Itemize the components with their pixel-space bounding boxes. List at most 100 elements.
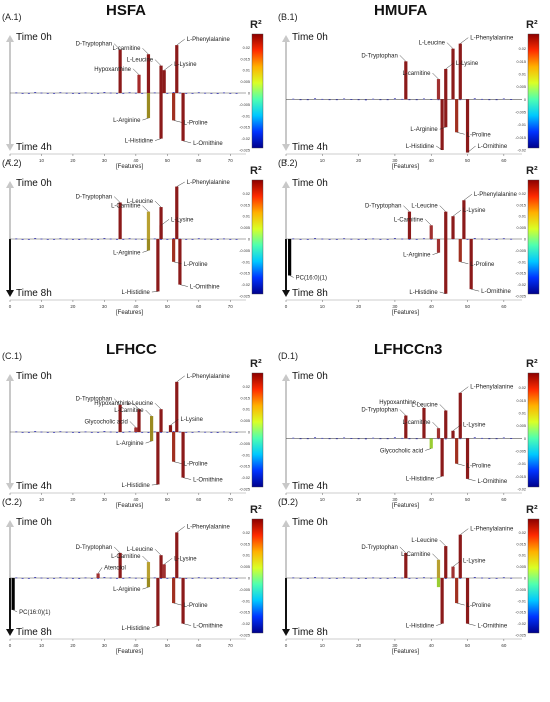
noise-bar-b-1 xyxy=(379,99,382,101)
noise-bar-c-2 xyxy=(172,577,175,578)
noise-bar-b-2 xyxy=(343,238,346,240)
leader-b-2-3 xyxy=(439,205,446,212)
noise-bar-c-1 xyxy=(34,431,37,432)
noise-bar-a-1 xyxy=(21,93,24,94)
bar-b-2-6 xyxy=(444,239,448,294)
noise-bar-d-1 xyxy=(459,438,462,440)
bar-d-2-6 xyxy=(458,534,462,578)
noise-bar-c-1 xyxy=(197,431,200,433)
noise-bar-a-1 xyxy=(153,92,156,94)
leader-a-1-3 xyxy=(142,117,149,121)
x-tick-label-b-2: 50 xyxy=(465,304,471,309)
leader-d-1-2 xyxy=(432,422,439,429)
y-tick-label-a-1: -0.025 xyxy=(239,149,250,153)
x-axis-label-a-1: [Features] xyxy=(116,164,144,170)
noise-bar-a-2 xyxy=(197,238,200,240)
noise-bar-b-2 xyxy=(510,238,513,240)
x-tick-label-d-1: 40 xyxy=(429,497,435,502)
bar-d-1-5 xyxy=(440,438,444,477)
noise-bar-a-1 xyxy=(40,92,43,94)
bar-a-2-1 xyxy=(146,211,151,239)
noise-bar-c-1 xyxy=(15,431,18,433)
noise-bar-a-1 xyxy=(185,93,188,94)
noise-bar-d-2 xyxy=(415,578,418,579)
leader-a-2-5 xyxy=(151,291,158,293)
noise-bar-b-1 xyxy=(321,98,324,100)
y-tick-label-c-2: 0.005 xyxy=(240,565,250,569)
y-tick-label-c-2: -0.005 xyxy=(239,588,250,592)
bar-d-2-3 xyxy=(444,546,448,578)
noise-bar-a-2 xyxy=(216,239,219,240)
noise-bar-b-2 xyxy=(488,239,491,240)
bar-a-2-5 xyxy=(156,239,160,292)
time-top-label-a-1: Time 0h xyxy=(16,32,52,43)
leader-a-1-7 xyxy=(176,38,185,46)
noise-bar-a-1 xyxy=(166,93,169,94)
arrow-head-down-a-2 xyxy=(6,290,14,297)
noise-bar-c-2 xyxy=(153,577,156,579)
bar-c-1-3 xyxy=(150,416,154,432)
noise-bar-a-1 xyxy=(115,93,118,94)
noise-bar-a-2 xyxy=(204,238,207,240)
x-tick-label-c-2: 0 xyxy=(9,643,12,648)
y-tick-label-b-2: 0.015 xyxy=(516,203,526,207)
x-tick-label-a-1: 60 xyxy=(196,158,202,163)
noise-bar-d-1 xyxy=(350,438,353,439)
panel-d-1: 0 10 20 30 40 50 60 D-Tryptophan Hypoxanthine L-c… xyxy=(278,351,548,509)
noise-bar-a-1 xyxy=(204,92,207,94)
r2-label-d-2: R² xyxy=(526,504,538,516)
noise-bar-a-1 xyxy=(65,92,68,94)
bar-label-d-1-8: L-Proline xyxy=(467,464,492,470)
noise-bar-a-1 xyxy=(59,92,62,94)
noise-bar-c-1 xyxy=(235,432,238,433)
noise-bar-d-1 xyxy=(343,437,346,439)
noise-bar-b-1 xyxy=(488,99,491,101)
noise-bar-d-2 xyxy=(321,577,324,579)
y-tick-label-a-1: 0.015 xyxy=(240,57,250,61)
noise-bar-a-2 xyxy=(21,239,24,240)
noise-bar-d-1 xyxy=(502,437,505,439)
y-tick-label-d-2: 0.015 xyxy=(516,542,526,546)
leader-c-1-7 xyxy=(176,375,185,383)
noise-bar-a-1 xyxy=(109,92,112,94)
bar-d-1-4 xyxy=(444,410,448,439)
noise-bar-a-1 xyxy=(178,92,181,94)
r2-label-c-2: R² xyxy=(250,504,262,516)
bar-label-d-1-6: L-Phenylalanine xyxy=(470,385,514,391)
noise-bar-c-2 xyxy=(65,577,68,579)
noise-bar-a-1 xyxy=(15,92,18,94)
y-tick-label-d-2: -0.01 xyxy=(517,599,526,603)
noise-bar-c-1 xyxy=(128,431,131,433)
noise-bar-c-1 xyxy=(115,432,118,433)
bar-a-1-3 xyxy=(146,93,151,119)
noise-bar-d-1 xyxy=(335,438,338,440)
colorbar-b-1 xyxy=(527,33,540,149)
y-tick-label-a-1: 0.02 xyxy=(243,46,250,50)
noise-bar-a-2 xyxy=(59,238,62,240)
noise-bar-d-2 xyxy=(422,577,425,579)
x-tick-label-b-1: 60 xyxy=(501,158,507,163)
x-tick-label-c-2: 70 xyxy=(228,643,234,648)
noise-bar-c-1 xyxy=(40,431,43,433)
panel-label-c-1: (C.1) xyxy=(2,351,22,361)
noise-bar-c-1 xyxy=(204,431,207,433)
noise-bar-d-2 xyxy=(510,577,513,579)
noise-bar-d-1 xyxy=(408,438,411,440)
noise-bar-a-1 xyxy=(103,92,106,93)
x-tick-label-b-1: 30 xyxy=(392,158,398,163)
bar-label-d-1-4: L-Leucine xyxy=(411,402,438,408)
leader-a-1-9 xyxy=(183,140,192,144)
title-hmufa: HMUFA xyxy=(374,2,428,19)
time-top-label-d-2: Time 0h xyxy=(292,517,328,528)
noise-bar-d-1 xyxy=(292,437,295,439)
noise-bar-b-1 xyxy=(401,98,404,100)
leader-b-1-3 xyxy=(445,62,454,70)
noise-bar-c-1 xyxy=(160,432,163,433)
noise-bar-d-2 xyxy=(502,577,505,579)
y-tick-label-d-1: -0.01 xyxy=(517,462,526,466)
noise-bar-c-1 xyxy=(222,431,225,433)
y-tick-label-a-2: 0.015 xyxy=(240,203,250,207)
leader-a-2-7 xyxy=(173,261,182,265)
noise-bar-d-1 xyxy=(481,437,484,439)
title-lfhccn3: LFHCCn3 xyxy=(374,341,443,358)
